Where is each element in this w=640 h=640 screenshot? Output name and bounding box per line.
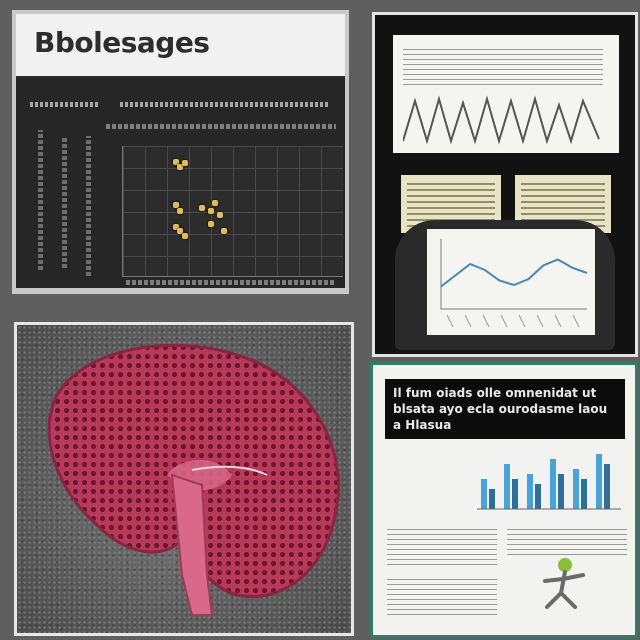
- tick-label: [464, 314, 472, 328]
- scatter-point: [172, 158, 179, 165]
- tick-label: [536, 314, 544, 328]
- tick-label: [572, 314, 580, 328]
- blurred-text: [387, 525, 497, 565]
- blurred-text: [403, 45, 603, 85]
- scatter-grid: [122, 146, 343, 277]
- scatter-panel: Bbolesages: [12, 10, 349, 294]
- poster-header: Il fum oiads olle omnenidat ut blsata ay…: [385, 379, 625, 439]
- scatter-point: [208, 221, 214, 227]
- table-sheet: [515, 175, 611, 233]
- tick-label: [518, 314, 526, 328]
- tick-label: [554, 314, 562, 328]
- document-sheet: [393, 35, 619, 153]
- bar: [558, 474, 564, 509]
- scatter-point: [172, 223, 179, 230]
- line-chart: [440, 239, 588, 328]
- bar: [481, 479, 487, 509]
- scatter-point: [181, 232, 188, 239]
- bar: [573, 469, 579, 509]
- line-series: [440, 258, 588, 288]
- blurred-axis-label: [62, 138, 67, 268]
- scatter-point: [199, 205, 206, 212]
- panel-banner: Bbolesages: [16, 14, 345, 78]
- blurred-text: [30, 102, 100, 107]
- bar: [512, 479, 518, 509]
- blurred-text: [507, 525, 627, 555]
- scatter-point: [177, 227, 184, 234]
- blurred-text: [106, 124, 336, 129]
- scatter-point: [177, 163, 184, 170]
- poster-panel: Il fum oiads olle omnenidat ut blsata ay…: [370, 362, 638, 638]
- bar: [489, 489, 495, 509]
- scatter-point: [216, 211, 223, 218]
- liver-photo: [14, 322, 354, 636]
- poster-header-line: a Hlasua: [393, 418, 452, 432]
- bar: [604, 464, 610, 509]
- tick-label: [482, 314, 490, 328]
- bar: [535, 484, 541, 509]
- scatter-point: [181, 159, 188, 166]
- blurred-axis-label: [86, 136, 91, 276]
- blurred-text: [120, 102, 330, 107]
- runner-figure: [543, 558, 585, 609]
- scatter-point: [177, 208, 184, 214]
- scatter-plot: [16, 78, 345, 288]
- bar: [527, 474, 533, 509]
- scatter-point: [212, 200, 219, 207]
- vessel: [191, 465, 268, 476]
- chart-axes: [440, 239, 587, 310]
- poster-header-line: Il fum oiads olle omnenidat ut: [393, 386, 597, 400]
- bar: [504, 464, 510, 509]
- blurred-axis-label: [38, 130, 43, 270]
- tick-label: [500, 314, 508, 328]
- liver-illustration: [47, 343, 340, 616]
- bar-chart: [477, 454, 621, 510]
- scatter-point: [172, 201, 179, 208]
- blurred-text: [387, 575, 497, 615]
- bar: [596, 454, 602, 509]
- poster-header-line: blsata ayo ecla ourodasme laou: [393, 402, 608, 416]
- scatter-point: [221, 227, 228, 234]
- documents-panel: [372, 12, 638, 357]
- zigzag-chart: [403, 95, 600, 145]
- panel-title: Bbolesages: [34, 26, 210, 59]
- bile-duct: [170, 473, 214, 616]
- bar: [581, 479, 587, 509]
- line-chart-sheet: [427, 229, 595, 335]
- scatter-point: [208, 208, 214, 214]
- blurred-tick-labels: [126, 280, 336, 285]
- tick-label: [446, 314, 454, 328]
- bar: [550, 459, 556, 509]
